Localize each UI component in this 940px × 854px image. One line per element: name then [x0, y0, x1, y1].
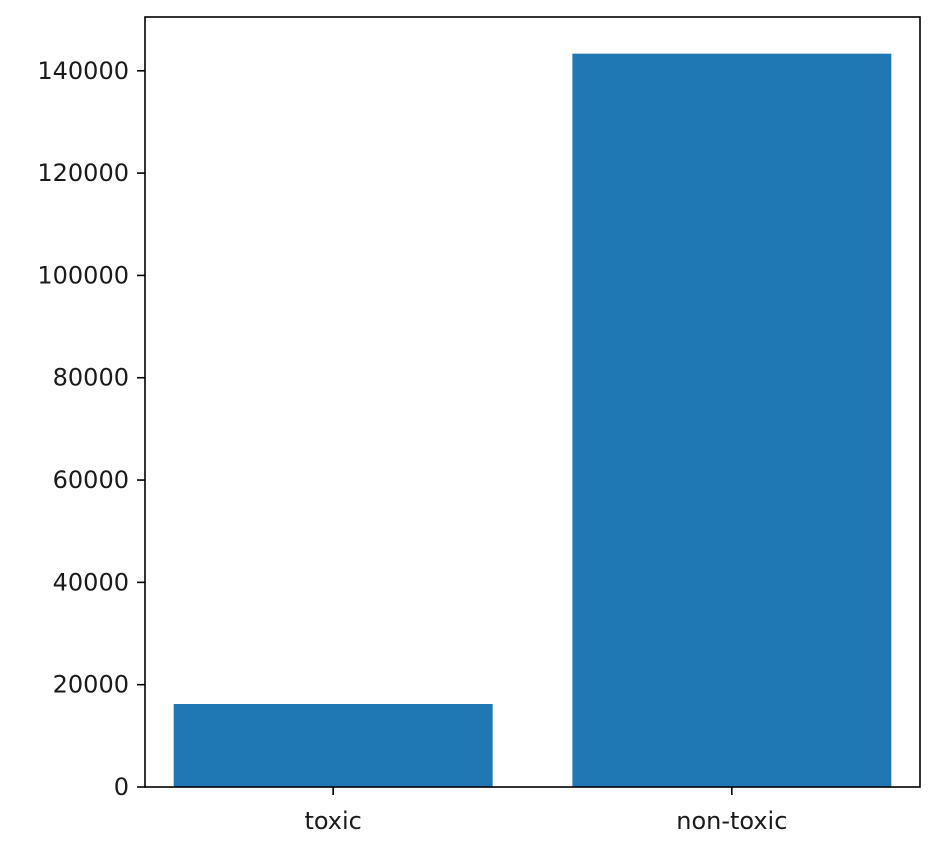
x-tick-label-non-toxic: non-toxic	[676, 807, 787, 835]
x-axis-ticks: toxic non-toxic	[304, 787, 787, 835]
y-tick-label-0: 0	[114, 773, 129, 801]
y-tick-label-40000: 40000	[53, 568, 129, 596]
y-tick-label-20000: 20000	[53, 671, 129, 699]
y-tick-label-80000: 80000	[53, 364, 129, 392]
bar-toxic	[173, 703, 493, 787]
bars-group	[173, 53, 892, 787]
x-tick-label-toxic: toxic	[304, 807, 361, 835]
y-axis-ticks: 0 20000 40000 60000 80000 100000 120000 140000	[37, 57, 145, 801]
y-tick-label-140000: 140000	[37, 57, 129, 85]
bar-non-toxic	[572, 53, 892, 787]
y-tick-label-100000: 100000	[37, 261, 129, 289]
y-tick-label-60000: 60000	[53, 466, 129, 494]
y-tick-label-120000: 120000	[37, 159, 129, 187]
plot-frame	[144, 16, 921, 788]
